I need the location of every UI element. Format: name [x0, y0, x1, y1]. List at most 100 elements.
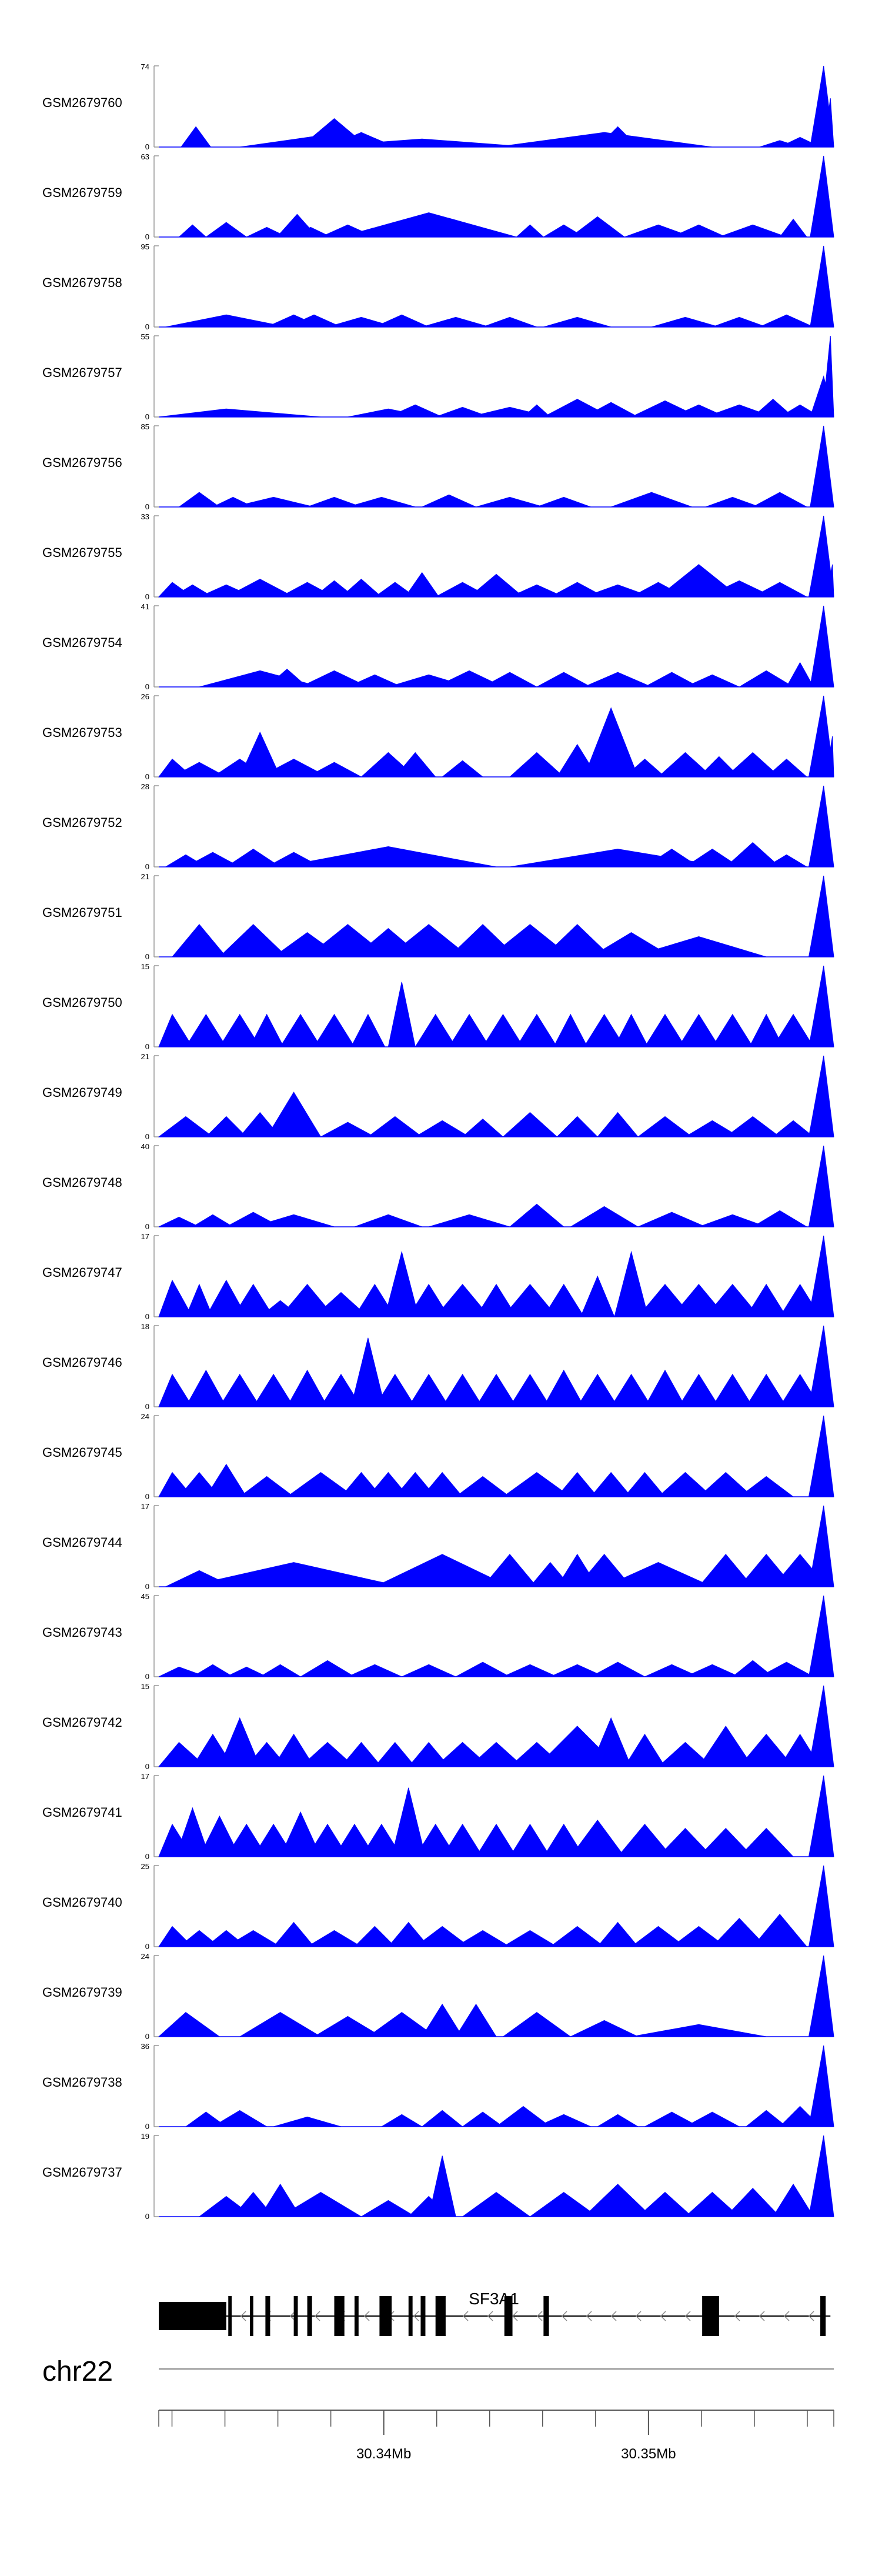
coverage-peak: [384, 1250, 419, 1317]
y-min-label: 0: [145, 2212, 149, 2221]
coverage-peak: [199, 1815, 240, 1857]
track-label: GSM2679760: [42, 95, 122, 110]
coverage-peak: [738, 1476, 794, 1497]
coverage-peak: [583, 707, 639, 778]
coverage-peak: [759, 1661, 814, 1677]
coverage-peak: [651, 316, 719, 328]
coverage-peak: [455, 1661, 510, 1677]
track: GSM2679751 21 0: [42, 872, 834, 961]
coverage-peak: [158, 1926, 193, 1947]
coverage-peak: [348, 1664, 402, 1677]
track-label: GSM2679746: [42, 1355, 122, 1370]
coverage-peak: [516, 1013, 558, 1047]
coverage-peak: [350, 1013, 386, 1047]
exon: [408, 2296, 413, 2336]
coverage-peak: [808, 2135, 834, 2217]
coverage-peak: [225, 1823, 268, 1857]
coverage-peak: [273, 1921, 315, 1947]
axis-tick-label: 30.35Mb: [621, 2446, 676, 2462]
track: GSM2679749 21 0: [42, 1052, 834, 1141]
track-label: GSM2679755: [42, 545, 122, 560]
coverage-peak: [415, 1823, 457, 1857]
track: GSM2679746 18 0: [42, 1322, 834, 1411]
coverage-peak: [543, 1283, 585, 1317]
y-min-label: 0: [145, 1672, 149, 1681]
coverage-peak: [435, 1284, 490, 1317]
track: GSM2679753 26 0: [42, 692, 834, 781]
coverage-peak: [422, 494, 476, 508]
exon: [249, 2296, 253, 2336]
coverage-peak: [482, 316, 537, 328]
strand-arrow: [240, 2311, 246, 2321]
coverage-peak: [509, 1373, 551, 1407]
coverage-peak: [232, 1283, 275, 1317]
y-max-label: 41: [141, 602, 149, 611]
coverage-peak: [320, 1373, 362, 1407]
track-label: GSM2679748: [42, 1175, 122, 1190]
strand-arrow: [586, 2311, 592, 2321]
coverage-peak: [643, 849, 700, 867]
track-label: GSM2679740: [42, 1895, 122, 1910]
coverage-peak: [808, 1595, 834, 1677]
track: GSM2679754 41 0: [42, 602, 834, 691]
coverage-peak: [171, 584, 214, 598]
coverage-peak: [604, 1562, 713, 1587]
coverage-peak: [219, 1013, 261, 1047]
coverage-peak: [808, 785, 834, 867]
coverage-peak: [630, 1926, 686, 1947]
coverage-peak: [753, 582, 807, 598]
coverage-peak: [808, 965, 834, 1047]
coverage-peak: [252, 1373, 295, 1407]
coverage-peak: [185, 2111, 228, 2127]
y-min-label: 0: [145, 1762, 149, 1771]
coverage-peak: [637, 1212, 706, 1227]
track: GSM2679737 19 0: [42, 2132, 834, 2221]
coverage-peak: [698, 1827, 754, 1857]
coverage-peak: [442, 1823, 483, 1857]
coverage-peak: [219, 1373, 261, 1407]
coverage-peak: [394, 752, 436, 778]
coverage-peak: [348, 674, 402, 688]
coverage-peak: [407, 1741, 450, 1767]
coverage-peak: [808, 1325, 834, 1407]
coverage-peak: [158, 1116, 214, 1137]
coverage-peak: [246, 1741, 288, 1767]
track: GSM2679747 17 0: [42, 1232, 834, 1321]
y-min-label: 0: [145, 2122, 149, 2131]
y-max-label: 26: [141, 692, 149, 701]
coverage-peak: [644, 1664, 699, 1677]
coverage-peak: [185, 1013, 227, 1047]
y-max-label: 21: [141, 1052, 149, 1061]
coverage-peak: [327, 316, 395, 328]
strand-arrow: [610, 2311, 617, 2321]
coverage-peak: [373, 582, 416, 598]
track: GSM2679745 24 0: [42, 1412, 834, 1501]
y-max-label: 85: [141, 422, 149, 431]
coverage-peak: [286, 1369, 328, 1407]
y-min-label: 0: [145, 772, 149, 781]
coverage-peak: [570, 1820, 626, 1857]
coverage-peak: [671, 404, 726, 418]
coverage-peak: [165, 314, 288, 328]
coverage-peak: [576, 1373, 619, 1407]
coverage-peak: [808, 1955, 834, 2037]
coverage-peak: [725, 842, 781, 867]
coverage-peak: [233, 496, 315, 508]
track: GSM2679742 15 0: [42, 1682, 834, 1771]
coverage-peak: [590, 1661, 645, 1677]
track: GSM2679741 17 0: [42, 1772, 834, 1861]
coverage-peak: [584, 672, 652, 688]
y-max-label: 95: [141, 242, 149, 251]
coverage-peak: [712, 316, 767, 328]
coverage-peak: [225, 1930, 282, 1947]
coverage-peak: [657, 564, 740, 598]
coverage-peak: [482, 1013, 524, 1047]
coverage-peak: [597, 1921, 639, 1947]
coverage-peak: [475, 1823, 517, 1857]
coverage-peak: [610, 1373, 652, 1407]
strand-arrow: [462, 2311, 469, 2321]
coverage-peak: [509, 1823, 551, 1857]
coverage-peak: [724, 1116, 781, 1137]
y-max-label: 33: [141, 512, 149, 521]
coverage-peak: [259, 1664, 302, 1677]
